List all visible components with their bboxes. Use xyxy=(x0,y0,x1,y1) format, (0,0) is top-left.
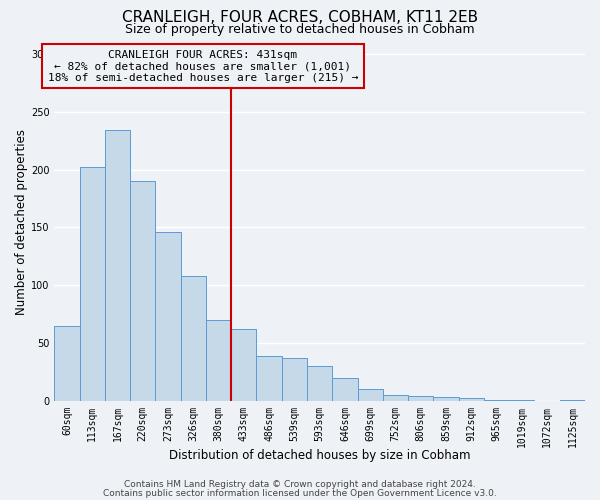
Bar xyxy=(433,398,458,400)
Bar xyxy=(54,326,80,400)
Bar xyxy=(307,366,332,400)
Bar xyxy=(105,130,130,400)
Bar xyxy=(80,168,105,400)
Y-axis label: Number of detached properties: Number of detached properties xyxy=(15,128,28,314)
Bar xyxy=(332,378,358,400)
Bar xyxy=(130,181,155,400)
Bar xyxy=(458,398,484,400)
Text: CRANLEIGH, FOUR ACRES, COBHAM, KT11 2EB: CRANLEIGH, FOUR ACRES, COBHAM, KT11 2EB xyxy=(122,10,478,25)
Bar xyxy=(181,276,206,400)
Bar xyxy=(206,320,231,400)
Text: Size of property relative to detached houses in Cobham: Size of property relative to detached ho… xyxy=(125,22,475,36)
Bar xyxy=(408,396,433,400)
Bar xyxy=(231,329,256,400)
Bar xyxy=(282,358,307,401)
Text: Contains HM Land Registry data © Crown copyright and database right 2024.: Contains HM Land Registry data © Crown c… xyxy=(124,480,476,489)
Bar xyxy=(155,232,181,400)
Text: CRANLEIGH FOUR ACRES: 431sqm
← 82% of detached houses are smaller (1,001)
18% of: CRANLEIGH FOUR ACRES: 431sqm ← 82% of de… xyxy=(47,50,358,83)
Bar xyxy=(256,356,282,401)
Bar xyxy=(383,395,408,400)
Bar xyxy=(358,389,383,400)
Text: Contains public sector information licensed under the Open Government Licence v3: Contains public sector information licen… xyxy=(103,488,497,498)
X-axis label: Distribution of detached houses by size in Cobham: Distribution of detached houses by size … xyxy=(169,450,470,462)
